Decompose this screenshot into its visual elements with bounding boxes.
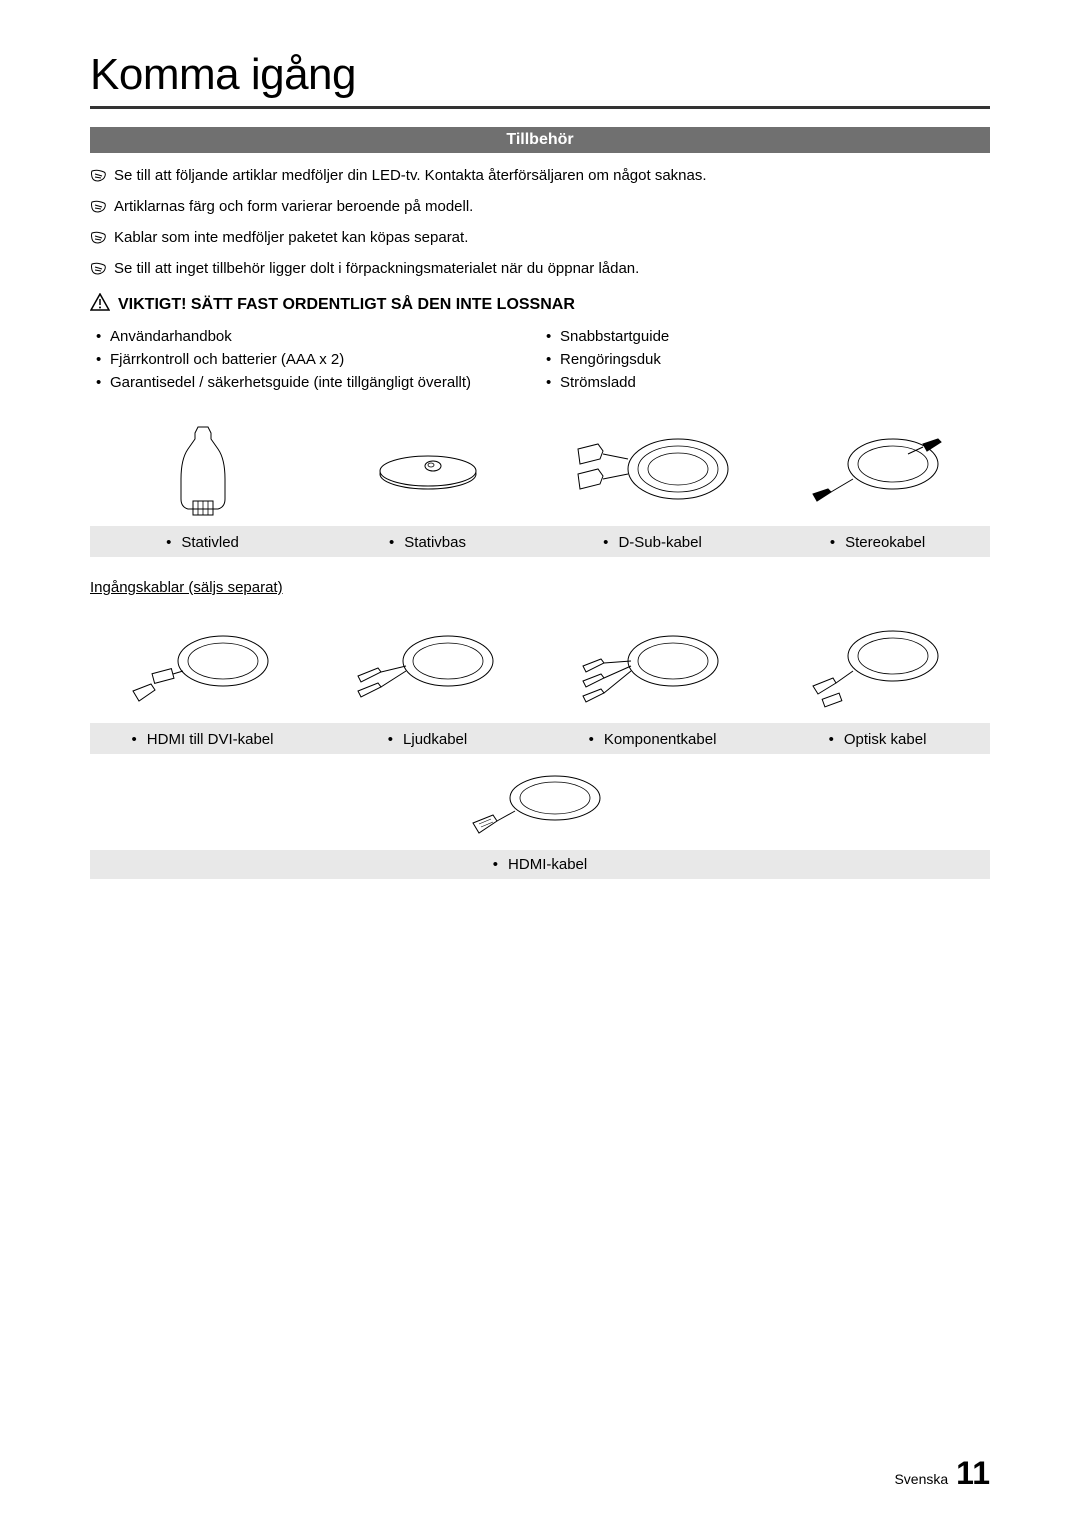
note-text: Se till att inget tillbehör ligger dolt …: [114, 260, 639, 277]
subsection-title: Ingångskablar (säljs separat): [90, 579, 990, 596]
note-icon: [90, 199, 108, 219]
note-text: Artiklarnas färg och form varierar beroe…: [114, 198, 473, 215]
accessory-label: Stereokabel: [845, 534, 925, 551]
accessory-image: [315, 608, 540, 723]
accessory-cell: •Stativled: [90, 411, 315, 557]
page-title: Komma igång: [90, 50, 990, 100]
included-items: Användarhandbok Fjärrkontroll och batter…: [90, 326, 990, 411]
list-item: Snabbstartguide: [560, 328, 990, 345]
title-underline: [90, 106, 990, 109]
accessory-row: •Stativled •Stativbas: [90, 411, 990, 557]
accessory-label: Ljudkabel: [403, 731, 467, 748]
accessory-label: Stativbas: [404, 534, 466, 551]
note-icon: [90, 168, 108, 188]
accessory-image: [90, 411, 315, 526]
accessory-label: Komponentkabel: [604, 731, 717, 748]
accessory-label: Optisk kabel: [844, 731, 927, 748]
accessory-image: [540, 608, 765, 723]
accessory-image: [540, 411, 765, 526]
section-header: Tillbehör: [90, 127, 990, 153]
list-item: Garantisedel / säkerhetsguide (inte till…: [110, 374, 540, 391]
accessory-image: [765, 411, 990, 526]
list-item: Strömsladd: [560, 374, 990, 391]
note-text: Se till att följande artiklar medföljer …: [114, 167, 707, 184]
accessory-cell: •Optisk kabel: [765, 608, 990, 754]
accessory-cell: •Ljudkabel: [315, 608, 540, 754]
warning-line: VIKTIGT! SÄTT FAST ORDENTLIGT SÅ DEN INT…: [90, 293, 990, 316]
list-item: Fjärrkontroll och batterier (AAA x 2): [110, 351, 540, 368]
accessory-cell: •Stereokabel: [765, 411, 990, 557]
page-footer: Svenska 11: [894, 1455, 990, 1492]
accessory-cell: •Komponentkabel: [540, 608, 765, 754]
accessory-cell: •D-Sub-kabel: [540, 411, 765, 557]
accessory-image: [315, 411, 540, 526]
warning-icon: [90, 293, 110, 316]
notes-block: Se till att följande artiklar medföljer …: [90, 167, 990, 281]
accessory-cell: •Stativbas: [315, 411, 540, 557]
accessory-image: [90, 608, 315, 723]
footer-page-number: 11: [956, 1455, 990, 1492]
list-item: Användarhandbok: [110, 328, 540, 345]
accessory-cell: •HDMI till DVI-kabel: [90, 608, 315, 754]
note-icon: [90, 230, 108, 250]
accessory-image: [90, 758, 990, 848]
footer-language: Svenska: [894, 1471, 948, 1487]
warning-text: VIKTIGT! SÄTT FAST ORDENTLIGT SÅ DEN INT…: [118, 296, 575, 314]
accessory-label: HDMI-kabel: [508, 856, 587, 873]
note-text: Kablar som inte medföljer paketet kan kö…: [114, 229, 468, 246]
accessory-row: •HDMI till DVI-kabel •Ljudkabel: [90, 608, 990, 754]
accessory-row: •HDMI-kabel: [90, 758, 990, 879]
note-icon: [90, 261, 108, 281]
list-item: Rengöringsduk: [560, 351, 990, 368]
accessory-label: HDMI till DVI-kabel: [147, 731, 274, 748]
accessory-cell: •HDMI-kabel: [90, 758, 990, 879]
accessory-label: Stativled: [181, 534, 239, 551]
accessory-image: [765, 608, 990, 723]
accessory-label: D-Sub-kabel: [618, 534, 701, 551]
